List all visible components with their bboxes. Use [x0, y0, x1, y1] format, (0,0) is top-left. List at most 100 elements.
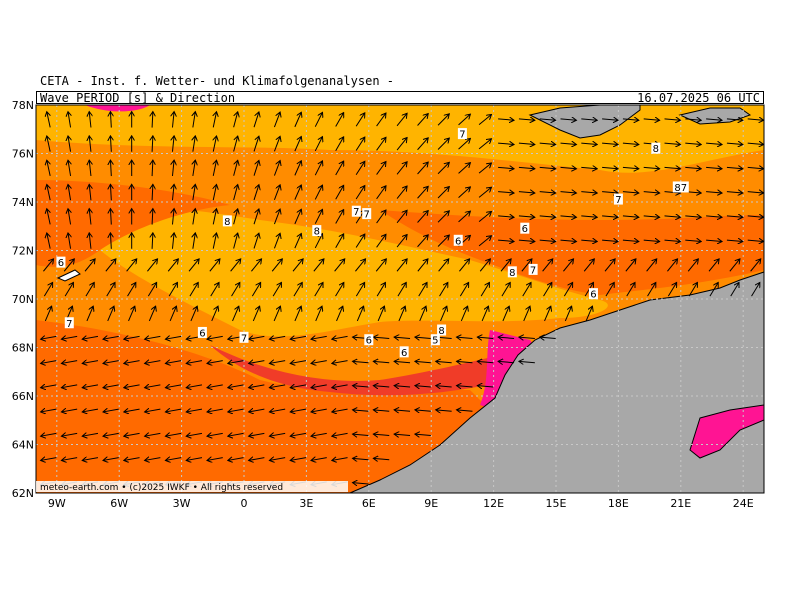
direction-arrow — [269, 385, 286, 388]
lon-tick-label: 6W — [110, 497, 128, 510]
direction-arrow — [128, 306, 135, 322]
direction-arrow — [417, 235, 429, 248]
lat-tick-label: 68N — [12, 342, 34, 355]
direction-arrow — [706, 216, 722, 217]
direction-arrow — [41, 361, 57, 364]
direction-arrow — [213, 184, 216, 201]
direction-arrow — [233, 160, 238, 176]
direction-arrow — [602, 119, 618, 120]
direction-arrow — [539, 240, 556, 241]
direction-arrow — [604, 259, 615, 272]
direction-arrow — [726, 167, 743, 168]
direction-arrow — [89, 136, 91, 152]
direction-arrow — [726, 240, 743, 241]
direction-arrow — [373, 361, 390, 362]
direction-arrow — [500, 259, 511, 272]
direction-arrow — [396, 138, 407, 151]
direction-arrow — [103, 336, 119, 339]
direction-arrow — [82, 385, 99, 388]
period-label-bg — [453, 234, 463, 246]
period-label-bg — [613, 193, 623, 205]
direction-arrow — [396, 259, 407, 272]
period-label: 7 — [241, 333, 247, 344]
lat-tick-label: 74N — [12, 196, 34, 209]
direction-arrow — [186, 433, 203, 436]
direction-arrow — [249, 361, 265, 364]
period-label-bg — [56, 256, 66, 268]
direction-arrow — [311, 409, 327, 412]
direction-arrow — [664, 119, 681, 120]
direction-arrow — [585, 306, 592, 322]
direction-arrow — [207, 409, 223, 412]
direction-arrow — [643, 167, 660, 168]
direction-arrow — [193, 160, 195, 177]
direction-arrow — [394, 337, 411, 338]
direction-arrow — [687, 259, 698, 272]
direction-arrow — [269, 361, 286, 364]
direction-arrow — [82, 409, 99, 412]
direction-arrow — [478, 114, 491, 125]
direction-arrow — [355, 259, 365, 272]
direction-arrow — [165, 433, 182, 436]
direction-arrow — [581, 167, 597, 168]
direction-arrow — [643, 119, 660, 120]
direction-arrow — [747, 167, 764, 168]
direction-arrow — [543, 282, 552, 297]
graticule — [36, 105, 764, 493]
direction-arrow — [152, 160, 153, 177]
direction-arrow — [251, 282, 260, 297]
direction-arrow — [61, 361, 78, 364]
direction-arrow — [110, 209, 111, 225]
direction-arrow — [622, 240, 639, 241]
direction-arrow — [168, 282, 177, 297]
direction-arrow — [271, 259, 282, 272]
direction-arrow — [747, 143, 764, 144]
direction-arrow — [68, 184, 71, 201]
direction-arrow — [478, 163, 491, 174]
direction-arrow — [706, 240, 722, 241]
direction-arrow — [41, 385, 57, 388]
direction-arrow — [85, 282, 94, 297]
direction-arrow — [353, 434, 369, 435]
period-label-bg — [351, 205, 361, 217]
direction-arrow — [437, 162, 449, 175]
direction-arrow — [519, 361, 535, 362]
direction-arrow — [110, 184, 111, 201]
period-label-bg — [507, 266, 517, 278]
direction-arrow — [233, 112, 238, 128]
direction-arrow — [353, 458, 369, 459]
period-high-north — [85, 105, 150, 112]
direction-arrow — [273, 161, 280, 176]
direction-arrow — [273, 136, 280, 152]
copyright-footer: meteo-earth.com • (c)2025 IWKF • All rig… — [40, 483, 283, 493]
direction-arrow — [335, 113, 344, 127]
direction-arrow — [336, 306, 343, 322]
direction-arrow — [232, 306, 239, 322]
direction-arrow — [747, 216, 764, 217]
direction-arrow — [396, 162, 407, 175]
direction-arrow — [394, 386, 411, 387]
direction-arrow — [228, 458, 244, 461]
direction-arrow — [172, 112, 174, 128]
direction-arrow — [605, 282, 614, 297]
direction-arrow — [233, 233, 238, 249]
direction-arrow — [355, 186, 365, 200]
direction-arrow — [626, 282, 635, 297]
direction-arrow — [61, 409, 78, 412]
direction-arrow — [213, 136, 216, 152]
direction-arrow — [498, 337, 515, 338]
direction-arrow — [172, 160, 174, 177]
direction-arrow — [273, 306, 280, 322]
direction-arrow — [415, 337, 431, 338]
direction-arrow — [249, 385, 265, 388]
direction-arrow — [560, 143, 577, 144]
lat-tick-label: 62N — [12, 487, 34, 500]
direction-arrow — [165, 409, 182, 412]
period-label: 8 — [653, 144, 659, 155]
direction-arrow — [602, 216, 618, 217]
direction-arrow — [498, 361, 515, 362]
period-label-bg — [437, 324, 447, 336]
direction-arrow — [249, 433, 265, 436]
direction-arrow — [417, 211, 429, 223]
direction-arrow — [249, 336, 265, 339]
